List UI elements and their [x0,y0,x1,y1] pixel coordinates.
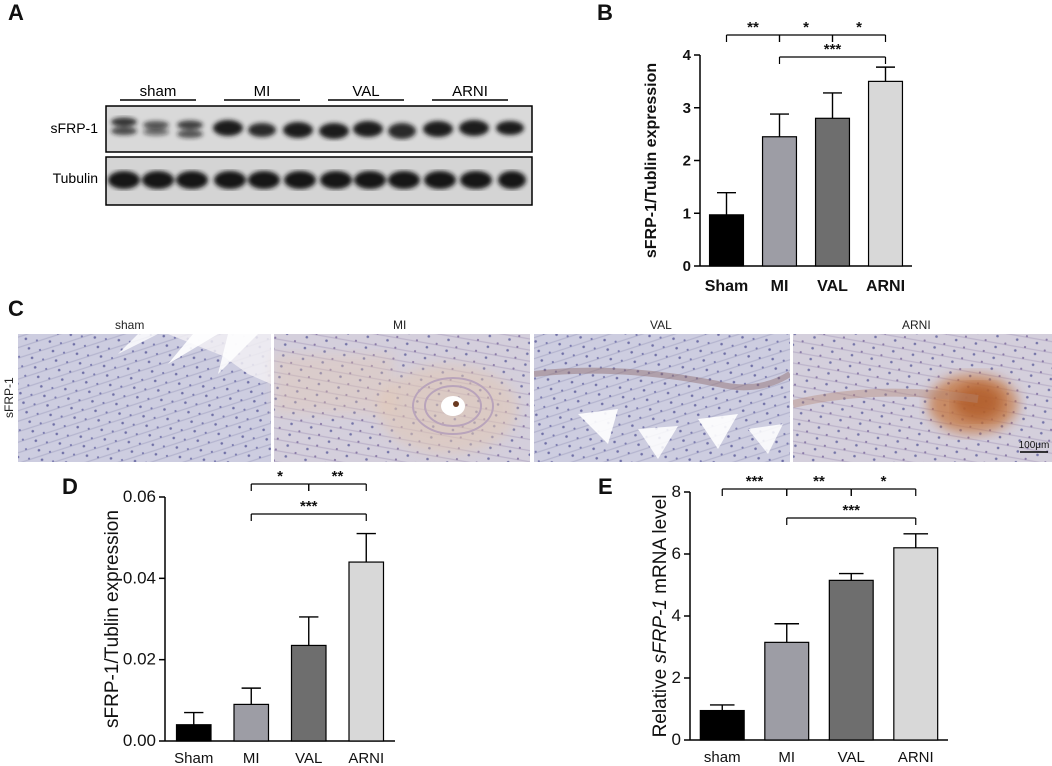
blot-row-label: Tubulin [53,170,98,186]
micrograph-sham [18,334,271,462]
x-tick-label: ARNI [348,750,384,766]
significance-label: *** [824,41,842,58]
x-tick-label: sham [704,749,741,766]
bar [175,724,212,742]
micrograph-row-label: sFRP-1 [2,377,16,418]
bar [867,80,904,267]
y-tick-label: 2 [672,668,681,687]
x-tick-label: MI [243,750,260,766]
x-tick-label: VAL [838,749,865,766]
blot-group-label: MI [254,83,271,100]
significance-label: * [856,20,862,36]
micrograph-mi [274,334,530,462]
micrograph-title: sham [115,318,145,332]
significance-label: ** [747,20,759,36]
x-tick-label: MI [771,278,789,295]
x-tick-label: VAL [295,750,322,766]
bar [290,644,327,742]
blot-group-label: ARNI [452,83,488,100]
bar [764,641,810,741]
y-tick-label: 8 [672,482,681,501]
panel-label-d: D [62,474,78,499]
bar [893,547,939,741]
panel-label-e: E [598,474,613,499]
y-axis-label-gene: sFRP-1 [650,599,671,663]
y-tick-label: 4 [683,47,692,64]
bar [814,117,851,267]
micrograph-title: VAL [650,318,672,332]
chart-b: 0 1 2 3 4 Sham MI VAL ARNI sFRP-1/Tublin expressi… [643,20,912,295]
chart-e: 0 2 4 6 8 sham MI VAL ARNI Relative sFRP-1 mRNA l… [650,473,948,766]
micrograph-title: ARNI [902,318,931,332]
micrograph-val [533,334,792,462]
micrograph-title: MI [393,318,407,332]
ihc-micrographs: 100μm [18,334,1052,462]
x-tick-label: VAL [817,278,848,295]
y-tick-label: 3 [683,100,691,117]
significance-label: *** [300,498,318,515]
x-tick-label: Sham [705,278,749,295]
bar [699,709,745,741]
y-tick-label: 0.00 [123,731,156,750]
panel-label-b: B [597,0,613,25]
significance-label: ** [332,470,344,485]
bar [761,136,798,267]
micrograph-arni [792,334,1052,462]
y-axis-label: sFRP-1/Tublin expression [102,510,123,728]
significance-label: * [803,20,809,36]
blot-group-label: VAL [352,83,379,100]
y-tick-label: 0.04 [123,568,156,587]
x-tick-label: MI [778,749,795,766]
bar [348,561,385,742]
significance-label: * [881,473,887,490]
y-tick-label: 0.06 [123,487,156,506]
y-tick-label: 0.02 [123,650,156,669]
y-tick-label: 1 [683,205,691,222]
blot-group-label: sham [140,83,177,100]
blot-row-label: sFRP-1 [51,120,99,136]
significance-label: * [277,470,283,485]
y-axis-label-suffix: mRNA level [650,495,671,600]
panel-label-c: C [8,296,24,321]
significance-label: ** [813,473,825,490]
y-tick-label: 6 [672,544,681,563]
x-tick-label: Sham [174,750,213,766]
y-axis-label-prefix: Relative [650,664,671,738]
panel-label-a: A [8,0,24,25]
x-tick-label: ARNI [866,278,905,295]
y-axis-label: sFRP-1/Tublin expression [643,63,660,258]
x-tick-label: ARNI [898,749,934,766]
sfrp1-bands [111,117,524,139]
y-tick-label: 4 [672,606,681,625]
tubulin-bands [108,171,526,189]
significance-label: *** [842,502,860,519]
significance-label: *** [746,473,764,490]
micrograph-row-label-wrap: sFRP-1 [2,377,16,418]
y-tick-label: 0 [683,258,691,275]
bar [233,703,270,742]
y-axis-label: Relative sFRP-1 mRNA level [650,495,671,738]
y-tick-label: 0 [672,730,681,749]
y-tick-label: 2 [683,153,691,170]
bar [828,579,874,741]
western-blot: sham MI VAL ARNI sFRP-1 Tubulin [51,83,533,206]
chart-d: 0.00 0.02 0.04 0.06 Sham MI VAL ARNI sFRP-1/Tubl… [102,470,395,766]
bar [708,214,745,267]
scale-bar-label: 100μm [1019,440,1050,451]
